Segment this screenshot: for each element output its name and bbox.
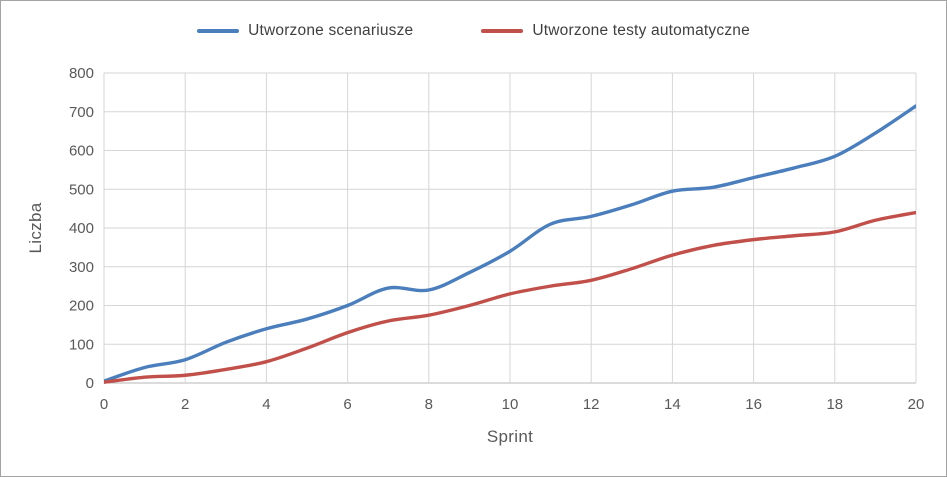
x-axis-title: Sprint <box>487 427 533 446</box>
svg-text:300: 300 <box>69 259 94 276</box>
svg-text:18: 18 <box>826 396 843 413</box>
svg-text:14: 14 <box>664 396 681 413</box>
svg-text:100: 100 <box>69 336 94 353</box>
y-axis-title: Liczba <box>26 202 45 253</box>
svg-text:600: 600 <box>69 143 94 160</box>
svg-text:500: 500 <box>69 181 94 198</box>
svg-text:200: 200 <box>69 298 94 315</box>
legend: Utworzone scenariusze Utworzone testy au… <box>1 22 946 40</box>
svg-text:20: 20 <box>908 396 925 413</box>
legend-label-scenariusze: Utworzone scenariusze <box>248 22 414 39</box>
axis-tick-labels: 0 100 200 300 400 500 600 700 800 0 2 4 6 8 10 12 14 16 18… <box>69 65 924 413</box>
svg-text:4: 4 <box>262 396 270 413</box>
legend-swatch-red-line <box>481 29 524 33</box>
data-series <box>104 104 916 384</box>
svg-text:0: 0 <box>86 375 94 392</box>
legend-item-testy-automatyczne: Utworzone testy automatyczne <box>481 22 750 40</box>
legend-swatch-blue-line <box>197 29 240 33</box>
svg-text:800: 800 <box>69 65 94 82</box>
gridlines <box>103 72 917 384</box>
svg-text:10: 10 <box>502 396 519 413</box>
svg-text:12: 12 <box>583 396 600 413</box>
legend-item-scenariusze: Utworzone scenariusze <box>197 22 413 40</box>
svg-text:2: 2 <box>181 396 189 413</box>
svg-text:8: 8 <box>425 396 433 413</box>
svg-text:6: 6 <box>343 396 351 413</box>
legend-label-testy-automatyczne: Utworzone testy automatyczne <box>532 22 750 39</box>
svg-text:0: 0 <box>100 396 108 413</box>
svg-text:700: 700 <box>69 104 94 121</box>
svg-text:16: 16 <box>745 396 762 413</box>
svg-text:400: 400 <box>69 220 94 237</box>
